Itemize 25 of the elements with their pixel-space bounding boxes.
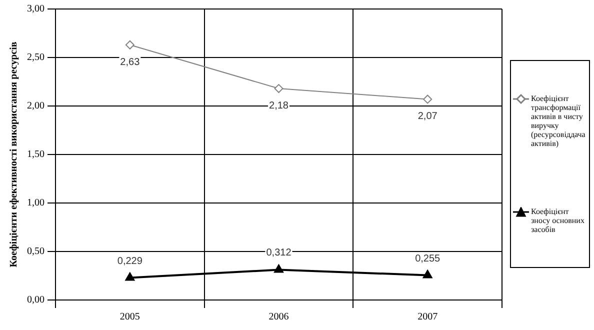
y-tick-label: 2,00 (27, 100, 44, 112)
x-tick-label: 2006 (268, 312, 289, 323)
data-label: 2,63 (120, 56, 140, 68)
data-label: 0,255 (415, 253, 441, 264)
y-tick-label: 2,50 (27, 52, 44, 64)
point (423, 94, 432, 104)
legend-label: Коефіцієнт трансформації активів в чисту виручку (ресурсовіддача активів) (531, 94, 586, 148)
x-tick-label: 2005 (120, 312, 140, 323)
data-label: 0,312 (266, 248, 292, 259)
data-label: 2,18 (269, 100, 289, 112)
data-label: 2,07 (418, 111, 438, 122)
y-tick-label: 1,00 (27, 198, 44, 209)
point (125, 272, 134, 281)
point (274, 84, 284, 94)
point (423, 270, 432, 278)
y-tick-label: 0,00 (27, 294, 44, 306)
y-axis-title: Коефіцієнти ефективності використання ресурсів (8, 41, 20, 268)
data-label: 0,229 (117, 256, 143, 267)
point (274, 264, 284, 273)
x-tick-label: 2007 (418, 312, 438, 323)
y-tick-label: 1,50 (27, 149, 44, 160)
point (125, 40, 134, 50)
legend-label: Коефіцієнт зносу основних засобів (531, 206, 586, 234)
y-tick-label: 3,00 (27, 4, 44, 15)
y-tick-label: 0,50 (27, 246, 44, 258)
